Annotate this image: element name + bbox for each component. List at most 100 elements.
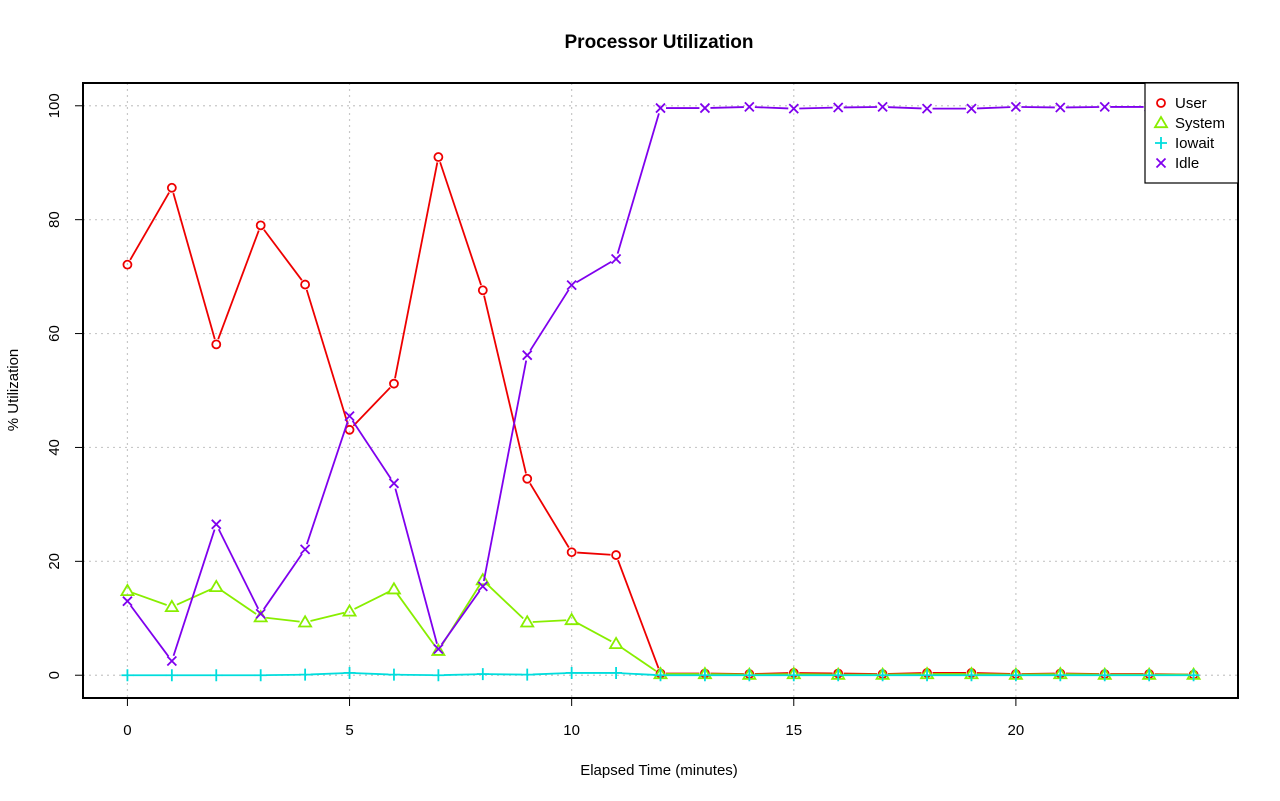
series-line-segment (217, 230, 260, 340)
series-idle (122, 101, 1199, 667)
data-point (208, 579, 224, 593)
series-line-segment (172, 529, 216, 657)
x-tick-label: 0 (123, 722, 131, 739)
series-line-segment (576, 621, 612, 643)
data-point (699, 102, 711, 114)
data-point (965, 669, 978, 682)
series-line-segment (266, 616, 300, 623)
data-point (832, 669, 845, 682)
series-line-segment (486, 583, 524, 620)
y-tick-label: 60 (46, 325, 63, 342)
series-line-segment (305, 289, 349, 425)
data-point (565, 666, 578, 679)
x-tick-label: 5 (345, 722, 353, 739)
series-line-segment (176, 588, 212, 606)
series-system (119, 572, 1202, 680)
data-point (254, 669, 267, 682)
data-point (564, 612, 580, 626)
data-point (343, 666, 356, 679)
series-iowait (121, 666, 1200, 682)
series-line-segment (394, 162, 439, 379)
x-axis: 0 5 10 15 20 (123, 698, 1024, 739)
y-tick-label: 80 (46, 211, 63, 228)
data-point (1010, 101, 1022, 113)
data-point (477, 581, 488, 592)
series-line-segment (132, 591, 167, 606)
data-point (787, 669, 800, 682)
data-point (433, 643, 444, 655)
legend-label: Iowait (1175, 135, 1215, 152)
data-point (297, 614, 313, 628)
series-line-segment (620, 646, 657, 672)
grid-lines (83, 83, 1238, 698)
legend-label: System (1175, 115, 1225, 132)
y-tick-label: 20 (46, 553, 63, 570)
data-point (610, 253, 622, 265)
series-line-segment (799, 106, 833, 110)
data-point (1055, 102, 1066, 113)
data-point (122, 259, 133, 270)
series-line-segment (888, 106, 922, 110)
data-point (386, 581, 402, 595)
series-line-segment (710, 106, 744, 109)
data-point (299, 668, 312, 681)
data-point (432, 669, 445, 682)
legend-item-idle: Idle (1155, 155, 1199, 172)
data-point (122, 596, 133, 607)
data-point (300, 279, 311, 290)
data-point (165, 669, 178, 682)
x-axis-label: Elapsed Time (minutes) (580, 762, 738, 779)
series-user (122, 152, 1199, 680)
data-point (698, 669, 711, 682)
series-line-segment (263, 553, 303, 610)
series-line-segment (352, 387, 391, 427)
plot-frame (82, 82, 1239, 699)
data-point (1187, 669, 1200, 682)
data-point (387, 668, 400, 681)
series-line-segment (129, 192, 170, 261)
data-point (475, 572, 491, 586)
data-point (255, 220, 266, 231)
series-line-segment (263, 229, 303, 281)
series-line-segment (129, 605, 170, 658)
legend: User System Iowait Idle (1144, 82, 1239, 184)
data-point (522, 350, 533, 361)
data-point (654, 669, 667, 682)
data-point (921, 669, 934, 682)
series-line-segment (616, 113, 660, 254)
data-point (430, 642, 446, 656)
series-layer (119, 101, 1202, 682)
data-point (255, 608, 266, 619)
data-point (833, 102, 844, 113)
series-line-segment (482, 360, 528, 582)
data-point (389, 378, 399, 389)
data-point (522, 473, 533, 484)
series-line-segment (577, 551, 611, 556)
data-point (921, 103, 933, 114)
data-point (211, 339, 222, 350)
series-line-segment (617, 559, 660, 669)
legend-marker (1156, 98, 1166, 108)
data-point (743, 669, 756, 682)
series-line-segment (529, 483, 570, 548)
y-tick-label: 40 (46, 439, 63, 456)
x-tick-label: 10 (563, 722, 580, 739)
data-point (477, 285, 488, 296)
series-line-segment (217, 528, 260, 610)
series-line-segment (976, 106, 1011, 110)
series-line-segment (306, 421, 349, 545)
data-point (877, 101, 888, 113)
series-line-segment (529, 289, 570, 352)
data-point (1054, 669, 1067, 682)
data-point (521, 668, 534, 681)
data-point (166, 655, 177, 667)
series-line-segment (310, 611, 345, 622)
data-point (655, 102, 666, 114)
data-point (566, 547, 577, 558)
data-point (1098, 669, 1111, 682)
x-tick-label: 15 (785, 722, 802, 739)
data-point (476, 668, 489, 681)
data-point (966, 103, 977, 114)
y-tick-label: 0 (46, 671, 63, 679)
